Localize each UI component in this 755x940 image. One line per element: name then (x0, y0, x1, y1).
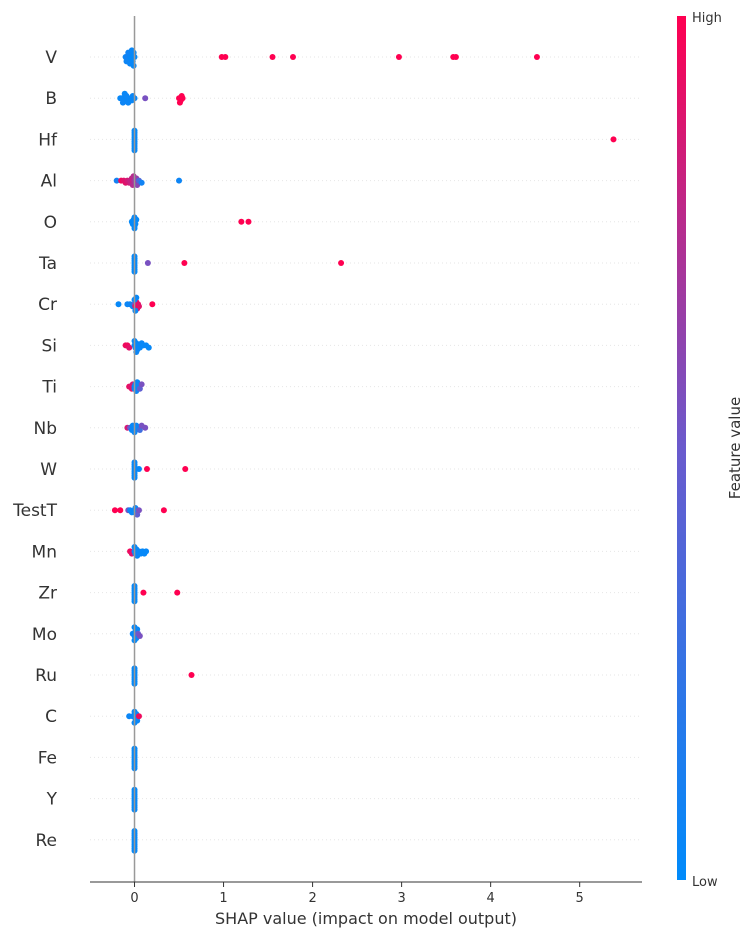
shap-point-v-17 (269, 54, 276, 60)
shap-point-b-18 (176, 99, 183, 106)
feature-label-ti: Ti (41, 378, 57, 398)
shap-point-v-19 (395, 54, 402, 60)
feature-label-ta: Ta (38, 254, 57, 274)
shap-point-v-18 (289, 54, 296, 60)
shap-point-cr-11 (132, 307, 139, 314)
x-tick-label-5: 5 (576, 891, 584, 906)
shap-point-v-14 (130, 62, 137, 69)
shap-point-ta-10 (338, 260, 345, 266)
shap-point-b-10 (119, 99, 126, 106)
shap-point-si-12 (145, 344, 152, 351)
shap-point-testt-1 (117, 507, 124, 514)
shap-point-w-9 (143, 466, 150, 472)
shap-point-zr-9 (174, 589, 181, 596)
shap-point-ru-8 (188, 672, 195, 678)
shap-point-al-17 (176, 177, 183, 184)
shap-point-ti-11 (138, 381, 145, 388)
shap-point-b-13 (125, 99, 132, 106)
shap-point-zr-8 (140, 589, 147, 596)
shap-point-cr-9 (135, 303, 142, 310)
shap-point-nb-10 (142, 424, 149, 431)
shap-point-mn-10 (143, 548, 150, 555)
shap-point-v-13 (128, 47, 135, 54)
shap-point-b-19 (179, 95, 186, 102)
shap-point-ta-9 (181, 260, 188, 266)
feature-label-w: W (40, 460, 57, 480)
feature-label-si: Si (41, 336, 57, 356)
x-axis-title: SHAP value (impact on model output) (215, 909, 517, 928)
shap-point-c-8 (135, 713, 142, 720)
feature-label-mn: Mn (32, 542, 57, 562)
shap-point-cr-13 (149, 301, 156, 308)
shap-point-testt-10 (160, 507, 167, 514)
colorbar-high-label: High (692, 11, 722, 26)
colorbar: High Low Feature value (677, 11, 744, 890)
shap-point-w-8 (135, 466, 142, 472)
colorbar-low-label: Low (692, 875, 718, 890)
feature-label-o: O (44, 213, 57, 233)
feature-label-mo: Mo (32, 625, 57, 645)
feature-label-re: Re (35, 831, 57, 851)
shap-point-v-21 (452, 54, 459, 60)
feature-label-fe: Fe (38, 748, 57, 768)
colorbar-title: Feature value (726, 397, 744, 499)
feature-rows: V B Hf Al O Ta Cr Si Ti Nb W TestT Mn Zr Mo Ru C Fe Y Re (12, 48, 642, 851)
feature-label-c: C (45, 707, 57, 727)
shap-point-cr-0 (115, 301, 122, 308)
feature-label-b: B (45, 89, 57, 109)
feature-label-nb: Nb (33, 419, 57, 439)
shap-point-mo-9 (136, 633, 143, 639)
feature-label-cr: Cr (38, 295, 57, 315)
shap-point-b-12 (123, 93, 130, 99)
shap-point-al-16 (138, 179, 145, 186)
feature-label-al: Al (41, 172, 57, 192)
x-tick-label-1: 1 (219, 891, 227, 906)
feature-label-hf: Hf (38, 130, 58, 150)
feature-label-testt: TestT (12, 501, 57, 521)
x-axis: 0 1 2 3 4 5 SHAP value (impact on model outpu… (90, 881, 642, 928)
x-tick-label-4: 4 (487, 891, 495, 906)
shap-point-si-2 (126, 344, 133, 351)
feature-label-zr: Zr (38, 584, 57, 604)
points-layer (111, 47, 617, 854)
shap-point-al-0 (113, 177, 120, 184)
shap-point-w-10 (182, 466, 189, 472)
shap-point-v-22 (533, 54, 540, 60)
shap-point-o-10 (245, 218, 252, 225)
feature-label-v: V (45, 48, 57, 68)
shap-point-b-14 (142, 95, 149, 102)
shap-point-testt-0 (111, 507, 118, 514)
feature-label-ru: Ru (35, 666, 57, 686)
shap-point-hf-10 (610, 136, 617, 143)
shap-point-o-9 (238, 218, 245, 225)
x-tick-label-0: 0 (130, 891, 138, 906)
shap-point-v-16 (222, 54, 229, 60)
feature-label-y: Y (46, 790, 58, 810)
x-ticks: 0 1 2 3 4 5 (130, 882, 584, 906)
x-tick-label-3: 3 (397, 891, 405, 906)
x-tick-label-2: 2 (308, 891, 316, 906)
colorbar-gradient-bar (677, 16, 686, 880)
shap-point-ta-8 (144, 260, 151, 266)
shap-point-testt-9 (135, 507, 142, 514)
